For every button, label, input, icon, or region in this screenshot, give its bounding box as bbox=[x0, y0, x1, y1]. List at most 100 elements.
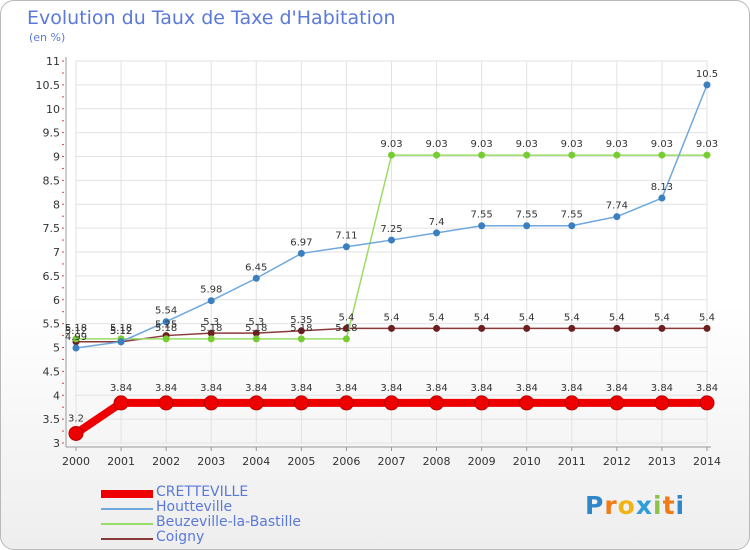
data-label-2: 9.03 bbox=[561, 139, 583, 150]
series-point-1 bbox=[72, 344, 80, 352]
series-point-0 bbox=[203, 395, 219, 411]
data-label-3: 5.4 bbox=[519, 312, 535, 323]
data-label-2: 5.18 bbox=[110, 323, 132, 334]
data-label-3: 5.4 bbox=[654, 312, 670, 323]
logo-letter: x bbox=[635, 491, 653, 520]
series-point-2 bbox=[207, 335, 215, 343]
series-point-3 bbox=[658, 324, 666, 332]
y-tick-label: 9 bbox=[53, 151, 60, 164]
legend-label: Houtteville bbox=[156, 499, 233, 515]
series-point-2 bbox=[72, 335, 80, 343]
data-label-0: 3.84 bbox=[606, 383, 628, 394]
data-label-0: 3.84 bbox=[290, 383, 312, 394]
series-point-0 bbox=[654, 395, 670, 411]
data-label-2: 5.18 bbox=[200, 323, 222, 334]
series-point-3 bbox=[297, 327, 305, 335]
y-tick-label: 7.5 bbox=[43, 222, 61, 235]
data-label-3: 5.4 bbox=[429, 312, 445, 323]
logo-letter: i bbox=[653, 491, 663, 520]
series-point-2 bbox=[388, 151, 395, 159]
logo-letter: t bbox=[662, 491, 676, 520]
data-label-0: 3.84 bbox=[335, 383, 357, 394]
data-label-1: 7.55 bbox=[516, 210, 538, 221]
data-label-2: 5.18 bbox=[245, 323, 267, 334]
data-label-1: 7.25 bbox=[380, 224, 402, 235]
x-tick-label: 2014 bbox=[693, 455, 721, 468]
series-point-1 bbox=[297, 249, 305, 257]
chart-unit-label: (en %) bbox=[29, 31, 66, 44]
data-label-3: 5.25 bbox=[155, 320, 177, 331]
series-point-0 bbox=[293, 395, 309, 411]
series-point-1 bbox=[568, 222, 576, 230]
series-point-2 bbox=[433, 151, 441, 159]
y-tick-label: 8 bbox=[53, 198, 60, 211]
x-tick-label: 2008 bbox=[423, 455, 451, 468]
x-tick-label: 2005 bbox=[287, 455, 315, 468]
series-point-0 bbox=[384, 395, 399, 411]
logo-letter: P bbox=[585, 491, 605, 520]
data-label-1: 7.55 bbox=[561, 210, 583, 221]
x-tick-label: 2006 bbox=[332, 455, 360, 468]
data-label-2: 9.03 bbox=[380, 139, 402, 150]
data-label-3: 5.4 bbox=[384, 312, 400, 323]
series-point-3 bbox=[388, 324, 395, 332]
series-point-1 bbox=[207, 297, 215, 305]
series-point-1 bbox=[613, 213, 621, 221]
data-label-2: 5.18 bbox=[155, 323, 177, 334]
data-label-3: 5.3 bbox=[203, 317, 219, 328]
logo-letter: i bbox=[675, 491, 686, 520]
x-tick-label: 2003 bbox=[197, 455, 225, 468]
series-point-3 bbox=[523, 324, 531, 332]
data-label-1: 7.4 bbox=[429, 217, 445, 228]
x-tick-label: 2001 bbox=[107, 455, 135, 468]
data-label-3: 5.12 bbox=[110, 326, 132, 337]
series-point-0 bbox=[519, 395, 535, 411]
data-label-1: 4.99 bbox=[65, 332, 87, 343]
legend-swatch bbox=[101, 538, 153, 540]
series-point-0 bbox=[338, 395, 354, 411]
data-label-0: 3.84 bbox=[200, 383, 222, 394]
series-point-3 bbox=[613, 324, 621, 332]
series-point-2 bbox=[252, 335, 260, 343]
data-label-1: 7.74 bbox=[606, 201, 628, 212]
series-point-1 bbox=[117, 338, 125, 346]
series-point-0 bbox=[474, 395, 490, 411]
series-point-2 bbox=[162, 335, 170, 343]
data-label-0: 3.84 bbox=[380, 383, 402, 394]
series-point-2 bbox=[297, 335, 305, 343]
y-tick-label: 6 bbox=[53, 294, 60, 307]
proxiti-logo: Proxiti bbox=[585, 491, 685, 520]
data-label-1: 7.11 bbox=[335, 231, 357, 242]
data-label-0: 3.2 bbox=[68, 413, 84, 424]
x-tick-label: 2000 bbox=[62, 455, 90, 468]
data-label-0: 3.84 bbox=[245, 383, 267, 394]
series-point-0 bbox=[564, 395, 580, 411]
legend-label: CRETTEVILLE bbox=[156, 484, 249, 500]
data-label-3: 5.4 bbox=[564, 312, 580, 323]
data-label-3: 5.35 bbox=[290, 315, 312, 326]
y-tick-label: 3 bbox=[53, 437, 60, 450]
legend-swatch bbox=[101, 508, 153, 510]
series-point-1 bbox=[658, 194, 666, 202]
series-point-0 bbox=[158, 395, 174, 411]
data-label-2: 9.03 bbox=[696, 139, 718, 150]
data-label-0: 3.84 bbox=[110, 383, 132, 394]
data-label-1: 6.97 bbox=[290, 237, 312, 248]
data-label-2: 9.03 bbox=[651, 139, 673, 150]
y-tick-label: 3.5 bbox=[43, 413, 61, 426]
data-label-3: 5.12 bbox=[65, 326, 87, 337]
y-tick-label: 6.5 bbox=[43, 270, 61, 283]
series-point-3 bbox=[433, 324, 441, 332]
data-label-0: 3.84 bbox=[425, 383, 447, 394]
x-tick-label: 2011 bbox=[558, 455, 586, 468]
data-label-2: 9.03 bbox=[606, 139, 628, 150]
data-label-1: 8.13 bbox=[651, 182, 673, 193]
series-point-1 bbox=[523, 222, 531, 230]
data-label-0: 3.84 bbox=[561, 383, 583, 394]
data-label-0: 3.84 bbox=[516, 383, 538, 394]
data-label-0: 3.84 bbox=[651, 383, 673, 394]
y-tick-label: 5 bbox=[53, 342, 60, 355]
data-label-1: 6.45 bbox=[245, 262, 267, 273]
x-tick-label: 2002 bbox=[152, 455, 180, 468]
